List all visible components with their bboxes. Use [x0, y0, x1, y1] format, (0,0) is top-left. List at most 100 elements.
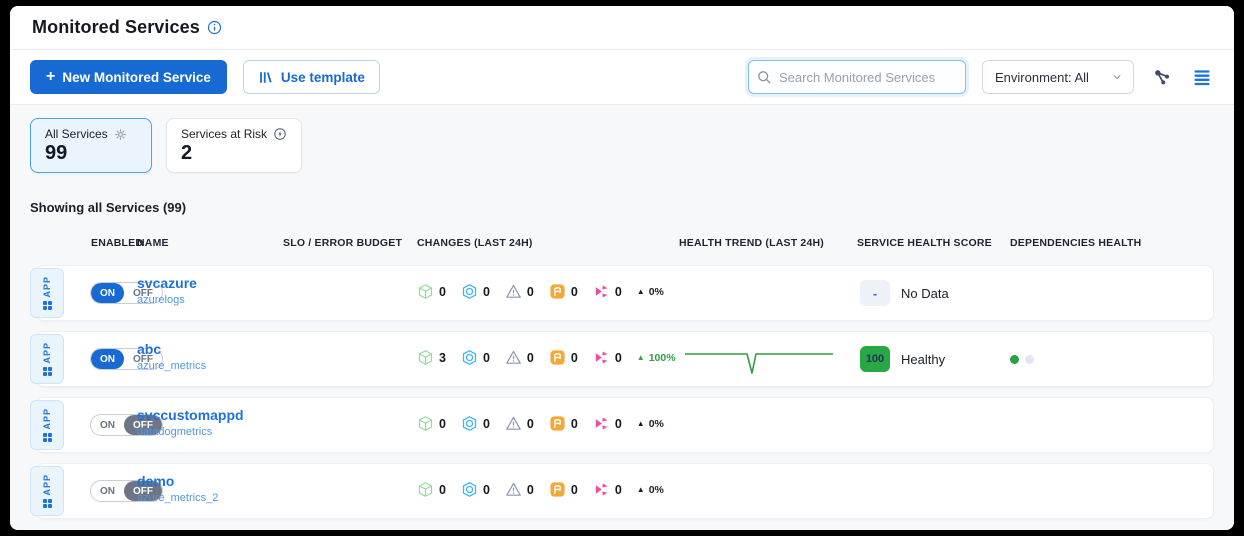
enabled-toggle[interactable]: ON OFF	[90, 414, 163, 436]
experiment-icon	[593, 415, 610, 432]
table-header: ENABLED NAME SLO / ERROR BUDGET CHANGES …	[30, 237, 1214, 253]
service-rows: APP ON OFF svcazure azurelogs 0 0 0 0	[30, 265, 1214, 519]
health-score-cell: 100 Healthy	[860, 346, 945, 372]
app-grid-icon	[42, 433, 52, 443]
content-area: All Services 99 Services at Risk 2 Showi…	[10, 105, 1234, 530]
service-subtitle: azurelogs	[137, 293, 185, 306]
score-badge: 100	[860, 346, 890, 372]
dependencies-health-cell	[1010, 355, 1034, 364]
score-label: Healthy	[901, 351, 946, 367]
health-score-cell: - No Data	[860, 280, 949, 306]
change-delta: ▲ 0%	[636, 285, 664, 298]
environment-value: Environment: All	[995, 69, 1089, 85]
table-row: APP ON OFF abc azure_metrics 3 0 0 0	[30, 331, 1214, 387]
app-tab-label: APP	[42, 407, 52, 430]
search-input[interactable]	[748, 60, 966, 94]
app-grid-icon	[42, 499, 52, 509]
monitored-services-panel: Monitored Services + New Monitored Servi…	[10, 6, 1234, 530]
service-subtitle: azure_metrics	[137, 359, 207, 372]
service-subtitle: azure_metrics_2	[137, 491, 219, 504]
table-row: APP ON OFF demo azure_metrics_2 0 0 0 0	[30, 463, 1214, 519]
dependency-unknown-dot	[1025, 355, 1034, 364]
incident-flag-icon	[549, 481, 566, 498]
services-at-risk-label: Services at Risk	[181, 127, 268, 141]
change-delta: ▲ 0%	[636, 483, 664, 496]
config-hexagon-icon	[461, 415, 478, 432]
deployment-cube-icon	[417, 481, 434, 498]
changes-cell: 3 0 0 0 0 ▲ 100%	[417, 349, 676, 366]
app-side-tab[interactable]: APP	[30, 400, 64, 450]
delta-up-icon: ▲	[636, 484, 645, 494]
deployment-cube-icon	[417, 415, 434, 432]
service-name-link[interactable]: svccustomappd	[137, 407, 244, 423]
enabled-toggle[interactable]: ON OFF	[90, 282, 163, 304]
app-tab-label: APP	[42, 341, 52, 364]
col-dependencies: DEPENDENCIES HEALTH	[1010, 237, 1142, 249]
score-label: No Data	[901, 285, 949, 301]
service-name-link[interactable]: demo	[137, 473, 175, 489]
incident-flag-icon	[549, 283, 566, 300]
deployment-cube-icon	[417, 283, 434, 300]
score-badge: -	[860, 280, 890, 306]
use-template-button[interactable]: Use template	[242, 60, 380, 94]
all-services-label: All Services	[45, 127, 108, 141]
col-slo: SLO / ERROR BUDGET	[283, 237, 403, 249]
template-icon	[258, 70, 273, 85]
app-tab-label: APP	[42, 473, 52, 496]
environment-dropdown[interactable]: Environment: All	[982, 60, 1134, 94]
app-grid-icon	[42, 367, 52, 377]
health-trend-sparkline	[683, 342, 835, 381]
change-delta: ▲ 100%	[636, 351, 676, 364]
enabled-toggle[interactable]: ON OFF	[90, 480, 163, 502]
config-hexagon-icon	[461, 349, 478, 366]
delta-up-icon: ▲	[636, 352, 645, 362]
alert-triangle-icon	[505, 283, 522, 300]
experiment-icon	[593, 349, 610, 366]
incident-flag-icon	[549, 349, 566, 366]
changes-cell: 0 0 0 0 0 ▲ 0%	[417, 481, 664, 498]
change-delta: ▲ 0%	[636, 417, 664, 430]
col-health-trend: HEALTH TREND (LAST 24H)	[679, 237, 824, 249]
gear-icon	[114, 128, 127, 141]
page-title: Monitored Services	[32, 17, 200, 37]
alert-triangle-icon	[505, 349, 522, 366]
new-monitored-service-button[interactable]: + New Monitored Service	[30, 60, 227, 94]
use-template-label: Use template	[280, 69, 365, 85]
col-health-score: SERVICE HEALTH SCORE	[857, 237, 992, 249]
list-view-icon[interactable]	[1190, 65, 1214, 89]
col-enabled: ENABLED	[91, 237, 144, 249]
service-subtitle: datadogmetrics	[137, 425, 213, 438]
service-name-link[interactable]: abc	[137, 341, 162, 357]
plus-icon: +	[46, 68, 56, 85]
services-at-risk-count: 2	[181, 142, 193, 164]
config-hexagon-icon	[461, 481, 478, 498]
app-grid-icon	[42, 301, 52, 311]
delta-up-icon: ▲	[636, 418, 645, 428]
alert-triangle-icon	[505, 481, 522, 498]
tab-all-services[interactable]: All Services 99	[30, 118, 152, 173]
page-header: Monitored Services	[10, 6, 1234, 50]
chevron-down-icon	[1111, 71, 1123, 83]
app-side-tab[interactable]: APP	[30, 334, 64, 384]
dependency-healthy-dot	[1010, 355, 1019, 364]
search-icon	[756, 69, 772, 90]
toolbar: + New Monitored Service Use template Env…	[10, 50, 1234, 105]
table-row: APP ON OFF svccustomappd datadogmetrics …	[30, 397, 1214, 453]
all-services-count: 99	[45, 142, 68, 164]
tab-services-at-risk[interactable]: Services at Risk 2	[166, 118, 303, 173]
risk-bolt-icon	[273, 127, 287, 141]
search-container	[748, 60, 966, 94]
service-name-link[interactable]: svcazure	[137, 275, 197, 291]
config-hexagon-icon	[461, 283, 478, 300]
info-icon[interactable]	[207, 20, 222, 35]
alert-triangle-icon	[505, 415, 522, 432]
app-tab-label: APP	[42, 275, 52, 298]
app-side-tab[interactable]: APP	[30, 466, 64, 516]
experiment-icon	[593, 283, 610, 300]
enabled-toggle[interactable]: ON OFF	[90, 348, 163, 370]
map-view-icon[interactable]	[1150, 65, 1174, 89]
table-row: APP ON OFF svcazure azurelogs 0 0 0 0	[30, 265, 1214, 321]
changes-cell: 0 0 0 0 0 ▲ 0%	[417, 415, 664, 432]
experiment-icon	[593, 481, 610, 498]
app-side-tab[interactable]: APP	[30, 268, 64, 318]
